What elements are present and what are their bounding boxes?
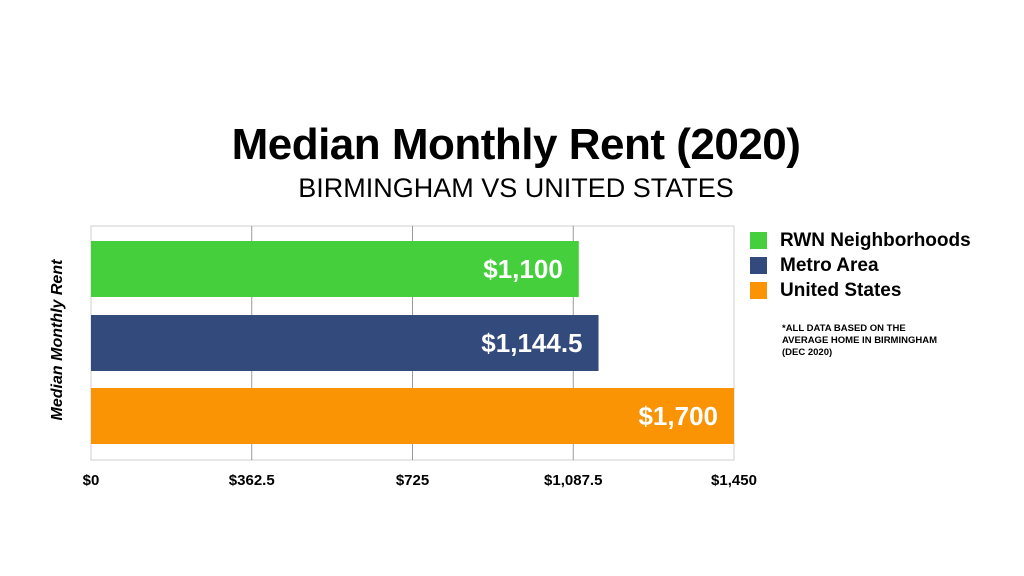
legend-label: Metro Area	[780, 254, 879, 276]
legend: RWN Neighborhoods Metro Area United Stat…	[750, 228, 971, 303]
bar-value-label: $1,700	[638, 401, 718, 431]
data-footnote: *ALL DATA BASED ON THE AVERAGE HOME IN B…	[782, 323, 937, 358]
x-tick-label: $362.5	[229, 472, 275, 489]
x-tick-label: $1,450	[711, 472, 757, 489]
bar	[91, 315, 599, 371]
x-tick-label: $1,087.5	[544, 472, 602, 489]
y-axis-label: Median Monthly Rent	[49, 259, 66, 421]
bar-value-label: $1,144.5	[481, 328, 582, 358]
legend-swatch	[750, 232, 767, 249]
chart-subtitle: BIRMINGHAM VS UNITED STATES	[298, 173, 734, 203]
x-tick-label: $0	[83, 472, 100, 489]
legend-label: United States	[780, 279, 902, 301]
legend-item-metro: Metro Area	[750, 253, 971, 278]
bar-value-label: $1,100	[483, 254, 563, 284]
bar	[91, 241, 579, 297]
bar	[91, 388, 734, 444]
legend-label: RWN Neighborhoods	[780, 229, 971, 251]
chart-title: Median Monthly Rent (2020)	[231, 120, 801, 169]
legend-item-us: United States	[750, 278, 971, 303]
legend-item-rwn: RWN Neighborhoods	[750, 228, 971, 253]
legend-swatch	[750, 282, 767, 299]
legend-swatch	[750, 257, 767, 274]
x-tick-label: $725	[396, 472, 429, 489]
